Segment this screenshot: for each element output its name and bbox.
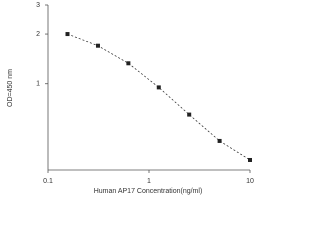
x-tick-label: 10 <box>246 178 254 185</box>
point <box>95 43 100 48</box>
y-axis-label: OD=450 nm <box>7 69 14 107</box>
y-tick-label: 1 <box>36 81 40 88</box>
chart: Human AP17 Concentration(ng/ml) OD=450 n… <box>7 2 254 195</box>
point <box>248 157 252 162</box>
point <box>65 32 70 37</box>
point <box>126 61 131 66</box>
y-tick-label: 3 <box>36 2 40 9</box>
point <box>217 138 222 143</box>
point <box>187 112 192 117</box>
x-tick-label: 0.1 <box>43 178 53 185</box>
x-axis-label: Human AP17 Concentration(ng/ml) <box>94 188 203 195</box>
curve <box>67 33 251 161</box>
point <box>156 85 161 90</box>
x-tick-label: 1 <box>147 178 151 185</box>
y-tick-label: 2 <box>36 31 40 38</box>
